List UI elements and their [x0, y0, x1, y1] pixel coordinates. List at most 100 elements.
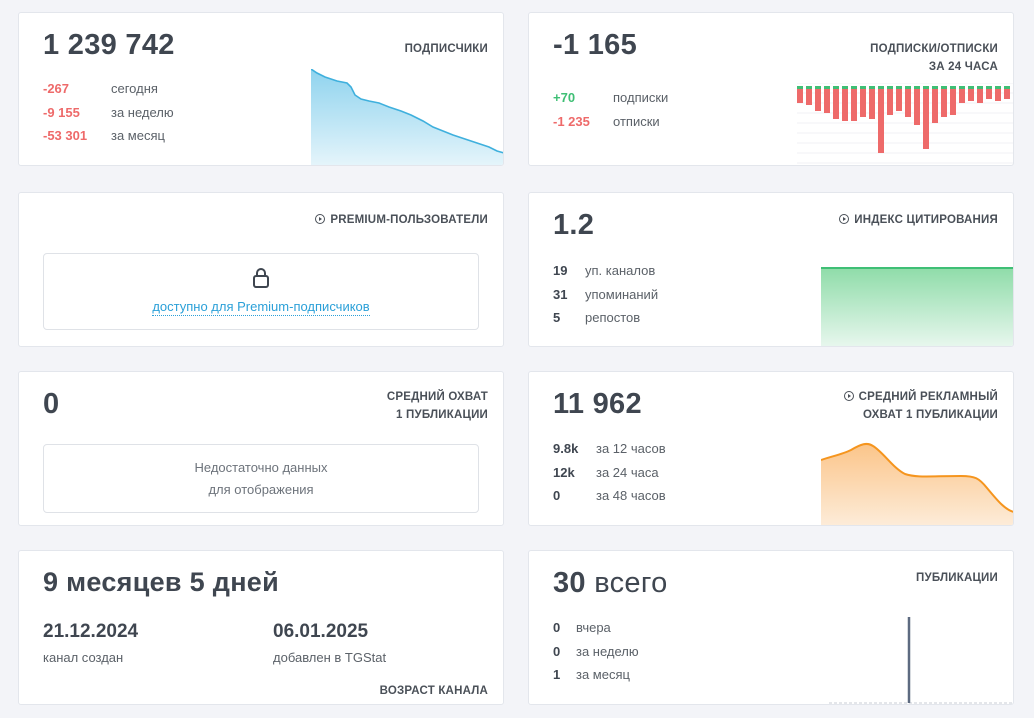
premium-users-card[interactable]: PREMIUM-ПОЛЬЗОВАТЕЛИ доступно для Premiu… — [18, 192, 504, 347]
subscribers-card[interactable]: 1 239 742 ПОДПИСЧИКИ -267 сегодня -9 155… — [18, 12, 504, 166]
avg-reach-card[interactable]: 0 СРЕДНИЙ ОХВАТ 1 ПУБЛИКАЦИИ Недостаточн… — [18, 371, 504, 526]
bar-positive — [959, 86, 965, 89]
bar-positive — [914, 86, 920, 89]
stat-value: 5 — [553, 310, 561, 325]
channel-age-label: ВОЗРАСТ КАНАЛА — [379, 685, 488, 697]
stat-value: 0 — [553, 620, 561, 635]
net-change-value: -1 165 — [553, 29, 638, 61]
stat-text: за месяц — [576, 667, 630, 682]
stat-value: 9.8k — [553, 441, 579, 456]
bar-negative — [833, 89, 839, 119]
stat-text: за 48 часов — [596, 488, 666, 503]
lock-icon — [253, 268, 269, 288]
premium-label: PREMIUM-ПОЛЬЗОВАТЕЛИ — [315, 211, 488, 229]
bar-positive — [977, 86, 983, 89]
stat-text: упоминаний — [585, 287, 659, 302]
citation-sparkline — [821, 267, 1013, 346]
label-line: ЗА 24 ЧАСА — [928, 61, 998, 73]
bar-positive — [932, 86, 938, 89]
stat-row: 19 уп. каналов — [553, 263, 655, 278]
premium-locked-box: доступно для Premium-подписчиков — [43, 253, 479, 330]
bar-positive — [833, 86, 839, 89]
stat-value: 0 — [553, 644, 561, 659]
bar-positive — [824, 86, 830, 89]
premium-subscribe-link[interactable]: доступно для Premium-подписчиков — [152, 299, 370, 316]
bar-positive — [860, 86, 866, 89]
bar-negative — [914, 89, 920, 125]
ad-reach-sparkline — [821, 442, 1013, 525]
stat-value: 0 — [553, 488, 561, 503]
bar-negative — [815, 89, 821, 111]
stat-text: за месяц — [111, 128, 165, 143]
no-data-box: Недостаточно данных для отображения — [43, 444, 479, 513]
stat-text: репостов — [585, 310, 641, 325]
ad-reach-value: 11 962 — [553, 388, 642, 420]
publications-card[interactable]: 30 всего ПУБЛИКАЦИИ 0 вчера 0 за неделю … — [528, 550, 1014, 705]
stat-row: 9.8k за 12 часов — [553, 441, 666, 456]
ad-reach-card[interactable]: 11 962 СРЕДНИЙ РЕКЛАМНЫЙ ОХВАТ 1 ПУБЛИКА… — [528, 371, 1014, 526]
label-line: ОХВАТ 1 ПУБЛИКАЦИИ — [862, 409, 998, 421]
label-line: 1 ПУБЛИКАЦИИ — [396, 409, 488, 421]
label-line: СРЕДНИЙ ОХВАТ — [386, 391, 488, 403]
stat-value: -267 — [43, 81, 70, 96]
bar-negative — [995, 89, 1001, 101]
added-date: 06.01.2025 — [273, 621, 369, 642]
stat-text: сегодня — [111, 81, 158, 96]
bar-negative — [905, 89, 911, 117]
bar-negative — [869, 89, 875, 119]
bar-negative — [1004, 89, 1010, 99]
created-label: канал создан — [43, 650, 124, 665]
no-data-text: для отображения — [208, 482, 314, 497]
bar-positive — [842, 86, 848, 89]
stat-value: -9 155 — [43, 105, 80, 120]
subscribers-label: ПОДПИСЧИКИ — [404, 43, 488, 55]
bar-negative — [923, 89, 929, 149]
citation-label: ИНДЕКС ЦИТИРОВАНИЯ — [839, 211, 998, 229]
stat-text: за неделю — [576, 644, 639, 659]
label-line: СРЕДНИЙ РЕКЛАМНЫЙ — [858, 391, 998, 403]
bar-negative — [824, 89, 830, 113]
stat-text: отписки — [613, 114, 660, 129]
bar-positive — [968, 86, 974, 89]
publications-total: 30 всего — [553, 567, 668, 600]
bar-negative — [806, 89, 812, 105]
publications-label: ПУБЛИКАЦИИ — [916, 572, 998, 584]
stat-row: -53 301 за месяц — [43, 128, 165, 143]
stat-text: вчера — [576, 620, 611, 635]
stat-row: 5 репостов — [553, 310, 640, 325]
stat-value: -53 301 — [43, 128, 88, 143]
stat-text: уп. каналов — [585, 263, 656, 278]
premium-label-text: PREMIUM-ПОЛЬЗОВАТЕЛИ — [330, 214, 488, 226]
subs-unsubs-label: ПОДПИСКИ/ОТПИСКИ ЗА 24 ЧАСА — [870, 40, 998, 76]
info-icon[interactable] — [843, 391, 854, 401]
subscribers-sparkline — [311, 69, 503, 165]
subs-unsubs-card[interactable]: -1 165 ПОДПИСКИ/ОТПИСКИ ЗА 24 ЧАСА +70 п… — [528, 12, 1014, 166]
stat-value: +70 — [553, 90, 576, 105]
bar-negative — [878, 89, 884, 153]
bar-positive — [950, 86, 956, 89]
stat-text: подписки — [613, 90, 669, 105]
avg-reach-value: 0 — [43, 388, 60, 420]
stat-row: 0 за неделю — [553, 644, 639, 659]
stat-value: 1 — [553, 667, 561, 682]
stat-value: 19 — [553, 263, 568, 278]
stat-row: +70 подписки — [553, 90, 668, 105]
bar-negative — [860, 89, 866, 117]
added-label: добавлен в TGStat — [273, 650, 387, 665]
stat-row: -9 155 за неделю — [43, 105, 174, 120]
channel-age-value: 9 месяцев 5 дней — [43, 567, 280, 597]
citation-index-value: 1.2 — [553, 209, 595, 241]
stat-row: 0 за 48 часов — [553, 488, 666, 503]
stat-text: за 12 часов — [596, 441, 666, 456]
stat-row: -1 235 отписки — [553, 114, 660, 129]
publications-sparkline — [829, 617, 1013, 704]
bar-negative — [932, 89, 938, 123]
stat-text: за неделю — [111, 105, 174, 120]
stat-row: -267 сегодня — [43, 81, 158, 96]
bar-negative — [986, 89, 992, 99]
citation-index-card[interactable]: 1.2 ИНДЕКС ЦИТИРОВАНИЯ 19 уп. каналов 31… — [528, 192, 1014, 347]
info-icon[interactable] — [839, 214, 850, 224]
created-date: 21.12.2024 — [43, 621, 139, 642]
info-icon[interactable] — [315, 214, 326, 224]
channel-age-card[interactable]: 9 месяцев 5 дней 21.12.2024 канал создан… — [18, 550, 504, 705]
